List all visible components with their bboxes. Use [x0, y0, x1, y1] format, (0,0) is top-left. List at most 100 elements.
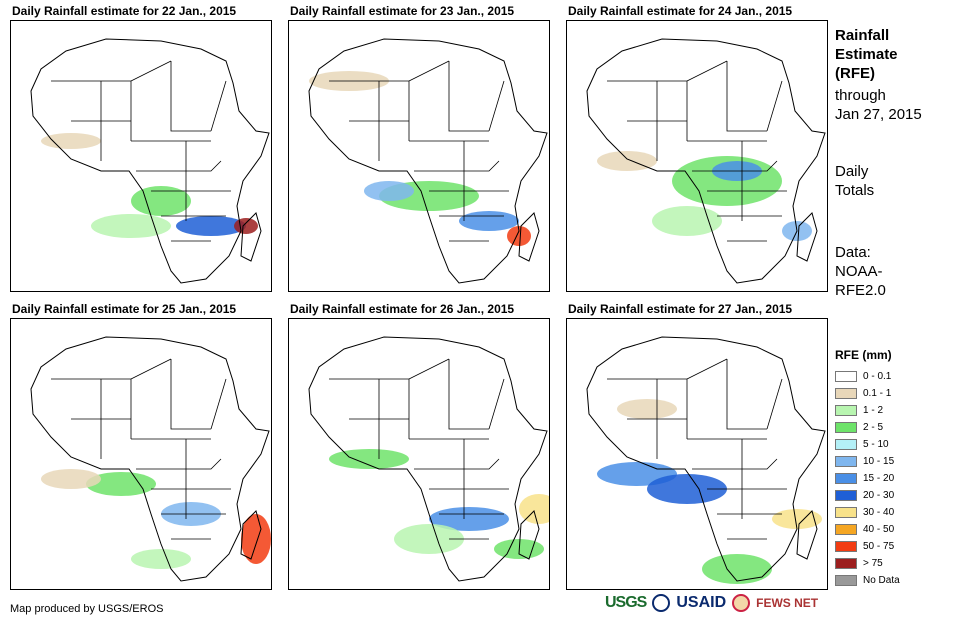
legend-swatch: [835, 456, 857, 467]
legend-item: 15 - 20: [835, 470, 900, 487]
map-panel-jan27: Daily Rainfall estimate for 27 Jan., 201…: [566, 302, 828, 592]
country-border: [692, 458, 778, 470]
legend-swatch: [835, 473, 857, 484]
rainfall-area: [86, 472, 156, 496]
rainfall-area: [241, 514, 271, 564]
africa-map: [308, 336, 549, 582]
legend-label: 30 - 40: [863, 507, 895, 518]
africa-map: [30, 38, 270, 284]
rainfall-area: [394, 524, 464, 554]
legend-label: 40 - 50: [863, 524, 895, 535]
legend-swatch: [835, 422, 857, 433]
coastline: [30, 38, 270, 284]
daily-label: Daily: [835, 163, 869, 180]
panel-title: Daily Rainfall estimate for 26 Jan., 201…: [290, 302, 515, 316]
legend-label: 2 - 5: [863, 422, 884, 433]
title-line: Rainfall: [835, 27, 890, 44]
legend-item: 0.1 - 1: [835, 385, 900, 402]
country-border: [170, 359, 211, 430]
country-border: [448, 359, 489, 430]
rainfall-map: [566, 318, 828, 590]
country-border: [408, 358, 450, 380]
rainfall-area: [647, 474, 727, 504]
rainfall-area: [652, 206, 722, 236]
rainfall-area: [597, 151, 657, 171]
panel-title: Daily Rainfall estimate for 24 Jan., 201…: [568, 4, 793, 18]
usgs-logo: USGS: [605, 594, 647, 611]
panel-title: Daily Rainfall estimate for 22 Jan., 201…: [12, 4, 237, 18]
legend: 0 - 0.1 0.1 - 1 1 - 2 2 - 5 5 - 10 10 - 15 15 …: [835, 368, 900, 589]
legend-label: 10 - 15: [863, 456, 895, 467]
legend-item: 20 - 30: [835, 487, 900, 504]
legend-item: > 75: [835, 555, 900, 572]
panel-title: Daily Rainfall estimate for 27 Jan., 201…: [568, 302, 793, 316]
coastline: [586, 336, 826, 582]
usaid-logo: USAID: [676, 594, 727, 611]
data-label: Data:: [835, 244, 871, 261]
through-label: through: [835, 87, 886, 104]
legend-item: 1 - 2: [835, 402, 900, 419]
country-border: [329, 378, 410, 439]
country-border: [726, 61, 767, 132]
legend-swatch: [835, 388, 857, 399]
partner-logos: USGS USAID FEWS NET: [605, 594, 818, 612]
legend-swatch: [835, 558, 857, 569]
country-border: [408, 60, 450, 82]
rainfall-area: [702, 554, 772, 584]
country-border: [686, 60, 728, 82]
totals-label: Totals: [835, 182, 875, 199]
rainfall-area: [459, 211, 519, 231]
seal-icon: [652, 594, 671, 612]
rainfall-area: [329, 449, 409, 469]
country-border: [448, 61, 489, 132]
map-panel-jan26: Daily Rainfall estimate for 26 Jan., 201…: [288, 302, 550, 592]
coastline: [518, 510, 540, 560]
period-label: Daily Totals: [835, 162, 874, 200]
country-border: [488, 80, 505, 132]
legend-label: 50 - 75: [863, 541, 895, 552]
rainfall-map: [288, 318, 550, 590]
africa-map: [586, 336, 826, 584]
legend-item: 5 - 10: [835, 436, 900, 453]
legend-item: 10 - 15: [835, 453, 900, 470]
rainfall-map: [566, 20, 828, 292]
legend-swatch: [835, 439, 857, 450]
product-title: Rainfall Estimate (RFE): [835, 26, 898, 83]
map-panel-jan22: Daily Rainfall estimate for 22 Jan., 201…: [10, 4, 272, 294]
coastline: [30, 336, 270, 582]
country-border: [607, 80, 688, 141]
panel-title: Daily Rainfall estimate for 23 Jan., 201…: [290, 4, 515, 18]
country-border: [686, 358, 728, 380]
legend-label: 0.1 - 1: [863, 388, 892, 399]
country-border: [766, 80, 783, 132]
country-border: [726, 359, 767, 430]
panel-title: Daily Rainfall estimate for 25 Jan., 201…: [12, 302, 237, 316]
legend-item: 40 - 50: [835, 521, 900, 538]
legend-item: 50 - 75: [835, 538, 900, 555]
country-border: [692, 160, 778, 172]
rainfall-area: [176, 216, 246, 236]
legend-swatch: [835, 541, 857, 552]
fews-net-logo: FEWS NET: [756, 596, 819, 610]
legend-label: 5 - 10: [863, 439, 889, 450]
country-border: [210, 378, 227, 430]
source-line: NOAA-: [835, 263, 883, 280]
coastline: [240, 510, 262, 560]
legend-label: 1 - 2: [863, 405, 884, 416]
country-border: [414, 458, 500, 470]
country-border: [170, 61, 211, 132]
through-date: through Jan 27, 2015: [835, 86, 922, 124]
rainfall-area: [131, 186, 191, 216]
rainfall-area: [41, 133, 101, 149]
map-panel-jan23: Daily Rainfall estimate for 23 Jan., 201…: [288, 4, 550, 294]
coastline: [308, 38, 548, 284]
country-border: [136, 160, 222, 172]
rainfall-area: [41, 469, 101, 489]
country-border: [210, 80, 227, 132]
country-border: [766, 378, 783, 430]
rainfall-area: [91, 214, 171, 238]
rainfall-area: [429, 507, 509, 531]
end-date: Jan 27, 2015: [835, 106, 922, 123]
rainfall-area: [131, 549, 191, 569]
coastline: [240, 212, 262, 262]
